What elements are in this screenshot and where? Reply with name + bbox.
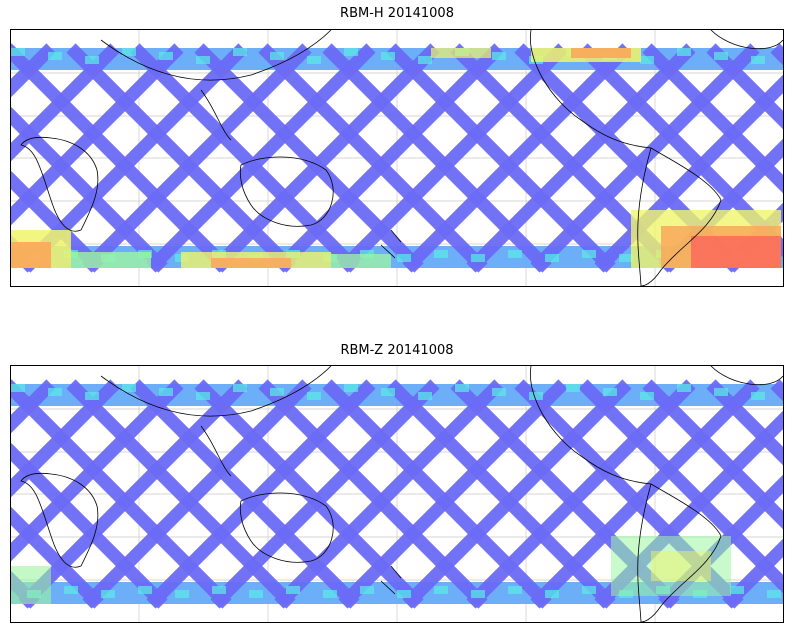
satellite-swaths — [11, 379, 783, 609]
panel-title-rbm-h: RBM-H 20141008 — [340, 6, 454, 21]
map-canvas-rbm-h — [11, 30, 783, 286]
map-panel-rbm-h — [10, 29, 784, 287]
coastlines — [20, 366, 783, 622]
high-value-patches — [11, 384, 781, 604]
map-canvas-rbm-z — [11, 366, 783, 622]
coastlines — [20, 30, 783, 286]
high-value-patches — [11, 48, 781, 268]
map-panel-rbm-z — [10, 365, 784, 623]
panel-title-rbm-z: RBM-Z 20141008 — [340, 343, 454, 358]
